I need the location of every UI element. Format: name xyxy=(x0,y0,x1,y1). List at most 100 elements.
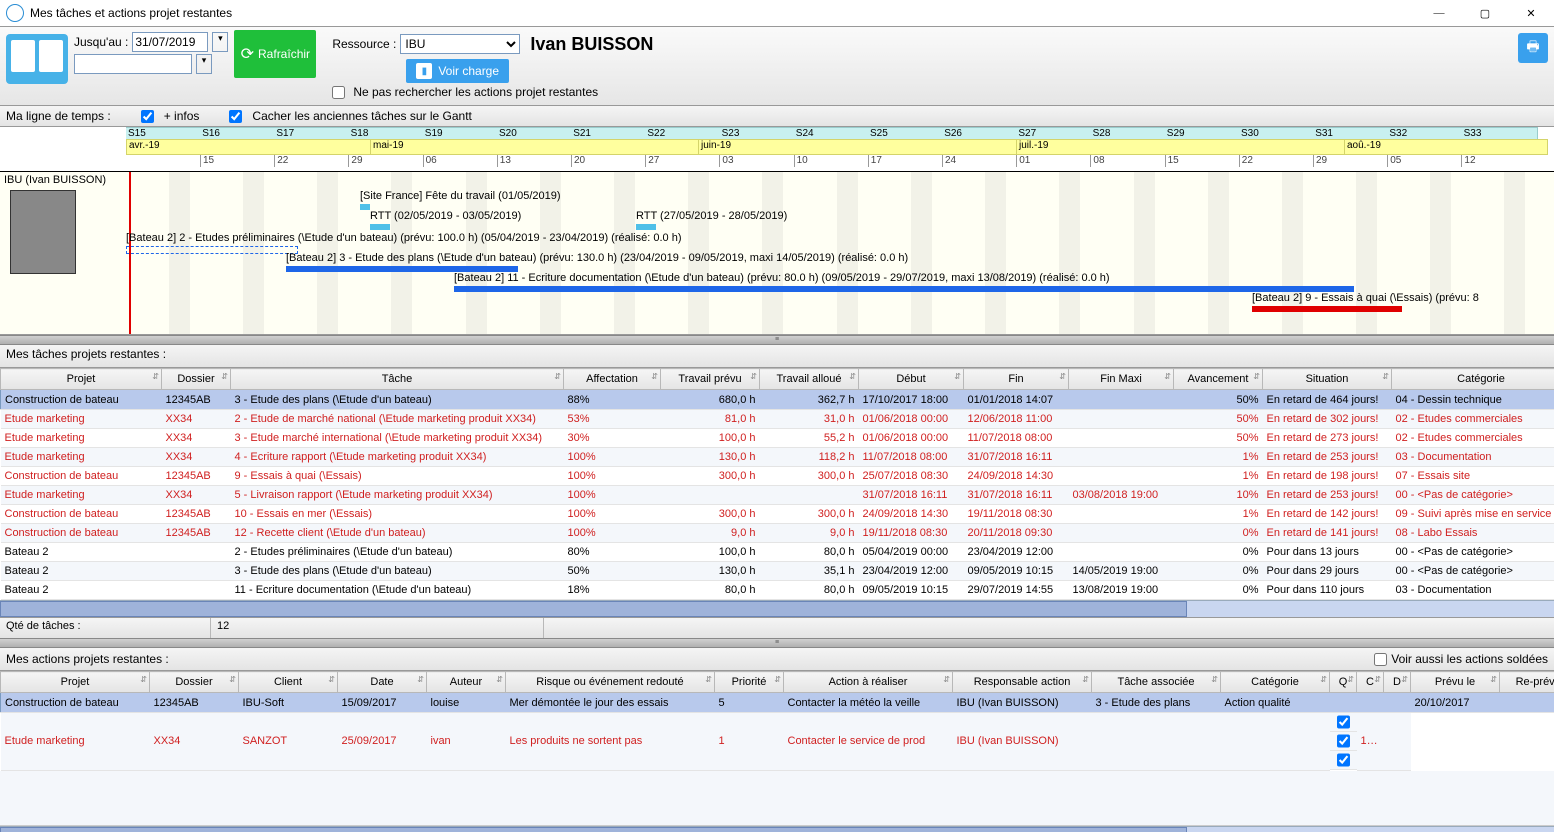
view-load-button[interactable]: ▮ Voir charge xyxy=(406,59,509,83)
col-header[interactable]: Projet⇵ xyxy=(1,369,162,390)
col-header[interactable]: Fin⇵ xyxy=(964,369,1069,390)
col-header[interactable]: Dossier⇵ xyxy=(162,369,231,390)
sort-icon[interactable]: ⇵ xyxy=(849,372,856,381)
tasks-hscroll[interactable] xyxy=(0,600,1554,617)
col-header[interactable]: D⇵ xyxy=(1384,672,1411,693)
row-checkbox[interactable] xyxy=(1337,751,1350,769)
sort-icon[interactable]: ⇵ xyxy=(221,372,228,381)
sort-icon[interactable]: ⇵ xyxy=(1164,372,1171,381)
col-header[interactable]: Affectation⇵ xyxy=(564,369,661,390)
gantt-bar[interactable] xyxy=(1252,306,1402,312)
table-row[interactable]: Etude marketingXX344 - Ecriture rapport … xyxy=(1,448,1554,467)
col-header[interactable]: Travail prévu⇵ xyxy=(661,369,760,390)
col-header[interactable]: Catégorie⇵ xyxy=(1221,672,1330,693)
col-header[interactable]: Dossier⇵ xyxy=(150,672,239,693)
col-header[interactable]: Fin Maxi⇵ xyxy=(1069,369,1174,390)
sort-icon[interactable]: ⇵ xyxy=(774,675,781,684)
opt-skip-actions-checkbox[interactable] xyxy=(332,86,345,99)
gantt-chart[interactable]: IBU (Ivan BUISSON) [Site France] Fête du… xyxy=(0,172,1554,335)
col-header[interactable]: Début⇵ xyxy=(859,369,964,390)
maximize-button[interactable]: ▢ xyxy=(1462,0,1508,26)
book-icon[interactable] xyxy=(6,34,68,84)
col-header[interactable]: Tâche⇵ xyxy=(231,369,564,390)
col-header[interactable]: Client⇵ xyxy=(239,672,338,693)
sort-icon[interactable]: ⇵ xyxy=(1374,675,1381,684)
gantt-bar[interactable] xyxy=(370,224,390,230)
sort-icon[interactable]: ⇵ xyxy=(750,372,757,381)
col-header[interactable]: Travail alloué⇵ xyxy=(760,369,859,390)
gantt-bar[interactable] xyxy=(636,224,656,230)
table-row[interactable]: Construction de bateau12345AB12 - Recett… xyxy=(1,524,1554,543)
gantt-bar[interactable] xyxy=(454,286,1354,292)
resource-select[interactable]: IBU xyxy=(400,34,520,54)
table-row[interactable]: Construction de bateau12345ABIBU-Soft15/… xyxy=(1,693,1554,713)
table-row[interactable]: Bateau 22 - Etudes préliminaires (\Etude… xyxy=(1,543,1554,562)
col-header[interactable]: Catégorie⇵ xyxy=(1392,369,1554,390)
hide-old-tasks-checkbox[interactable] xyxy=(229,110,242,123)
col-header[interactable]: Avancement⇵ xyxy=(1174,369,1263,390)
info-checkbox[interactable] xyxy=(141,110,154,123)
sort-icon[interactable]: ⇵ xyxy=(651,372,658,381)
col-header[interactable]: Projet⇵ xyxy=(1,672,150,693)
col-header[interactable]: Date⇵ xyxy=(338,672,427,693)
sort-icon[interactable]: ⇵ xyxy=(229,675,236,684)
until-input[interactable] xyxy=(132,32,208,52)
table-row[interactable]: Construction de bateau12345AB3 - Etude d… xyxy=(1,390,1554,410)
sort-icon[interactable]: ⇵ xyxy=(496,675,503,684)
col-header[interactable]: Prévu le⇵ xyxy=(1411,672,1500,693)
actions-hscroll[interactable] xyxy=(0,826,1554,832)
sort-icon[interactable]: ⇵ xyxy=(417,675,424,684)
also-closed-checkbox[interactable] xyxy=(1374,653,1387,666)
row-checkbox[interactable] xyxy=(1337,732,1350,750)
sort-icon[interactable]: ⇵ xyxy=(1382,372,1389,381)
sort-icon[interactable]: ⇵ xyxy=(1490,675,1497,684)
table-row[interactable]: Etude marketingXX342 - Etude de marché n… xyxy=(1,410,1554,429)
sort-icon[interactable]: ⇵ xyxy=(1401,675,1408,684)
col-header[interactable]: Situation⇵ xyxy=(1263,369,1392,390)
gantt-bar[interactable] xyxy=(126,246,298,254)
until-dropdown-icon[interactable]: ▾ xyxy=(212,32,228,52)
col-header[interactable]: Action à réaliser⇵ xyxy=(784,672,953,693)
table-row[interactable]: Etude marketingXX345 - Livraison rapport… xyxy=(1,486,1554,505)
sort-icon[interactable]: ⇵ xyxy=(1059,372,1066,381)
tasks-table[interactable]: Projet⇵Dossier⇵Tâche⇵Affectation⇵Travail… xyxy=(0,368,1554,600)
row-checkbox[interactable] xyxy=(1337,713,1350,731)
col-header[interactable]: Priorité⇵ xyxy=(715,672,784,693)
table-row[interactable]: Construction de bateau12345AB9 - Essais … xyxy=(1,467,1554,486)
sort-icon[interactable]: ⇵ xyxy=(1211,675,1218,684)
refresh-button[interactable]: ⟳ Rafraîchir xyxy=(234,30,316,78)
sort-icon[interactable]: ⇵ xyxy=(328,675,335,684)
col-header[interactable]: Risque ou événement redouté⇵ xyxy=(506,672,715,693)
col-header[interactable]: Q⇵ xyxy=(1330,672,1357,693)
col-header[interactable]: Auteur⇵ xyxy=(427,672,506,693)
sort-icon[interactable]: ⇵ xyxy=(954,372,961,381)
sort-icon[interactable]: ⇵ xyxy=(554,372,561,381)
sort-icon[interactable]: ⇵ xyxy=(705,675,712,684)
col-header[interactable]: Re-prévu le⇵ xyxy=(1500,672,1554,693)
print-button[interactable]: 🖶 xyxy=(1518,33,1548,63)
sort-icon[interactable]: ⇵ xyxy=(943,675,950,684)
table-row[interactable]: Etude marketingXX343 - Etude marché inte… xyxy=(1,429,1554,448)
minimize-button[interactable]: — xyxy=(1416,0,1462,26)
table-cell: 01/06/2018 00:00 xyxy=(859,410,964,429)
sort-icon[interactable]: ⇵ xyxy=(152,372,159,381)
table-row[interactable]: Bateau 211 - Ecriture documentation (\Et… xyxy=(1,581,1554,600)
table-row[interactable]: Etude marketingXX34SANZOT25/09/2017ivanL… xyxy=(1,713,1554,771)
splitter-2[interactable]: ≡ xyxy=(0,638,1554,648)
sort-icon[interactable]: ⇵ xyxy=(140,675,147,684)
sort-icon[interactable]: ⇵ xyxy=(1082,675,1089,684)
sort-icon[interactable]: ⇵ xyxy=(1320,675,1327,684)
table-row[interactable]: Bateau 23 - Etude des plans (\Etude d'un… xyxy=(1,562,1554,581)
sort-icon[interactable]: ⇵ xyxy=(1253,372,1260,381)
table-row[interactable]: Construction de bateau12345AB10 - Essais… xyxy=(1,505,1554,524)
secondary-input[interactable] xyxy=(74,54,192,74)
splitter-1[interactable]: ≡ xyxy=(0,335,1554,345)
col-header[interactable]: C⇵ xyxy=(1357,672,1384,693)
actions-table[interactable]: Projet⇵Dossier⇵Client⇵Date⇵Auteur⇵Risque… xyxy=(0,671,1554,771)
gantt-bar[interactable] xyxy=(360,204,370,210)
sort-icon[interactable]: ⇵ xyxy=(1347,675,1354,684)
col-header[interactable]: Tâche associée⇵ xyxy=(1092,672,1221,693)
close-button[interactable]: ✕ xyxy=(1508,0,1554,26)
secondary-dropdown-icon[interactable]: ▾ xyxy=(196,54,212,74)
col-header[interactable]: Responsable action⇵ xyxy=(953,672,1092,693)
